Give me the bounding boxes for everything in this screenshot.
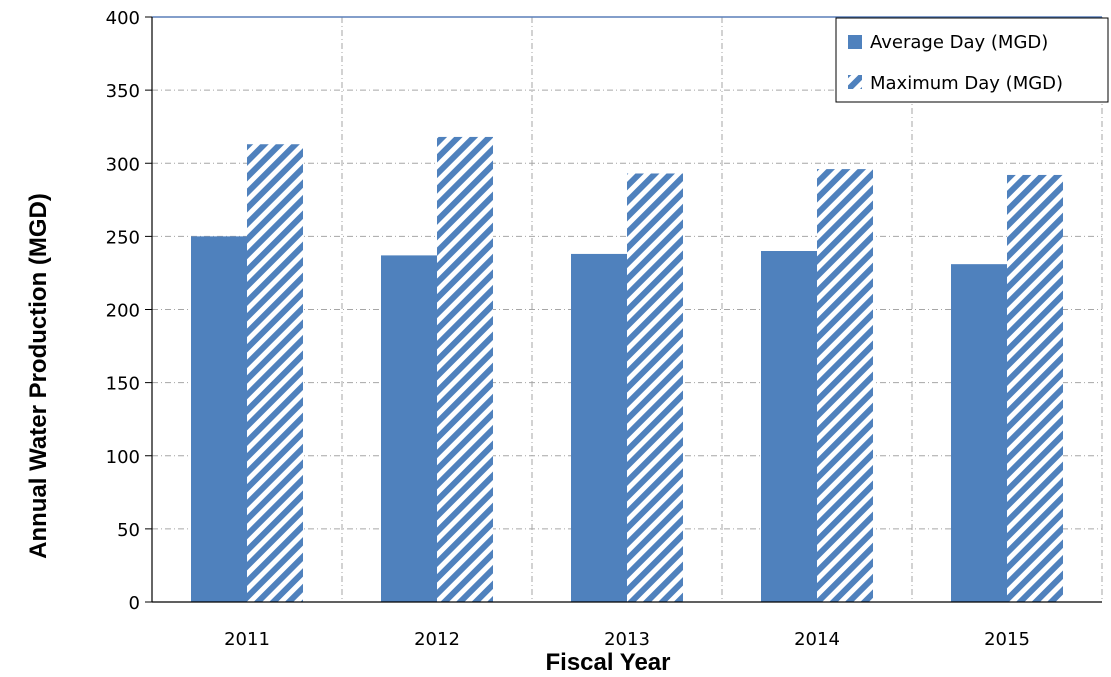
legend-label-maximum-day: Maximum Day (MGD) [870, 73, 1063, 94]
x-tick-label: 2012 [414, 629, 460, 650]
y-tick-label: 400 [106, 8, 140, 29]
tick-labels: 0 50 100 150 200 250 300 350 400 2011 2012 2013 2014… [106, 8, 1030, 650]
x-tick-label: 2015 [984, 629, 1030, 650]
x-tick-label: 2013 [604, 629, 650, 650]
legend-swatch-average-day [848, 35, 862, 49]
y-tick-label: 100 [106, 447, 140, 468]
bar-maximum-day-2014 [817, 169, 873, 602]
y-tick-label: 0 [129, 593, 140, 614]
grid [152, 16, 1103, 602]
axes [145, 16, 1102, 603]
y-tick-label: 350 [106, 81, 140, 102]
legend-swatch-maximum-day [848, 75, 862, 89]
bar-average-day-2011 [191, 236, 247, 602]
bar-maximum-day-2012 [437, 136, 493, 603]
y-tick-label: 50 [117, 520, 140, 541]
y-tick-label: 250 [106, 227, 140, 248]
bar-average-day-2015 [951, 264, 1007, 602]
bar-average-day-2012 [381, 255, 437, 602]
x-axis-title: Fiscal Year [546, 649, 671, 676]
x-tick-label: 2011 [224, 629, 270, 650]
bars [191, 136, 1063, 603]
x-tick-label: 2014 [794, 629, 840, 650]
y-tick-label: 200 [106, 301, 140, 322]
bar-average-day-2014 [761, 251, 817, 602]
legend: Average Day (MGD) Maximum Day (MGD) [835, 17, 1109, 103]
y-tick-label: 300 [106, 154, 140, 175]
y-axis-title: Annual Water Production (MGD) [25, 193, 52, 559]
bar-maximum-day-2015 [1007, 174, 1063, 602]
bar-maximum-day-2011 [247, 144, 303, 603]
bar-average-day-2013 [571, 253, 627, 603]
legend-label-average-day: Average Day (MGD) [870, 32, 1048, 53]
bar-maximum-day-2013 [627, 173, 683, 603]
legend-box [835, 17, 1109, 103]
y-tick-label: 150 [106, 374, 140, 395]
